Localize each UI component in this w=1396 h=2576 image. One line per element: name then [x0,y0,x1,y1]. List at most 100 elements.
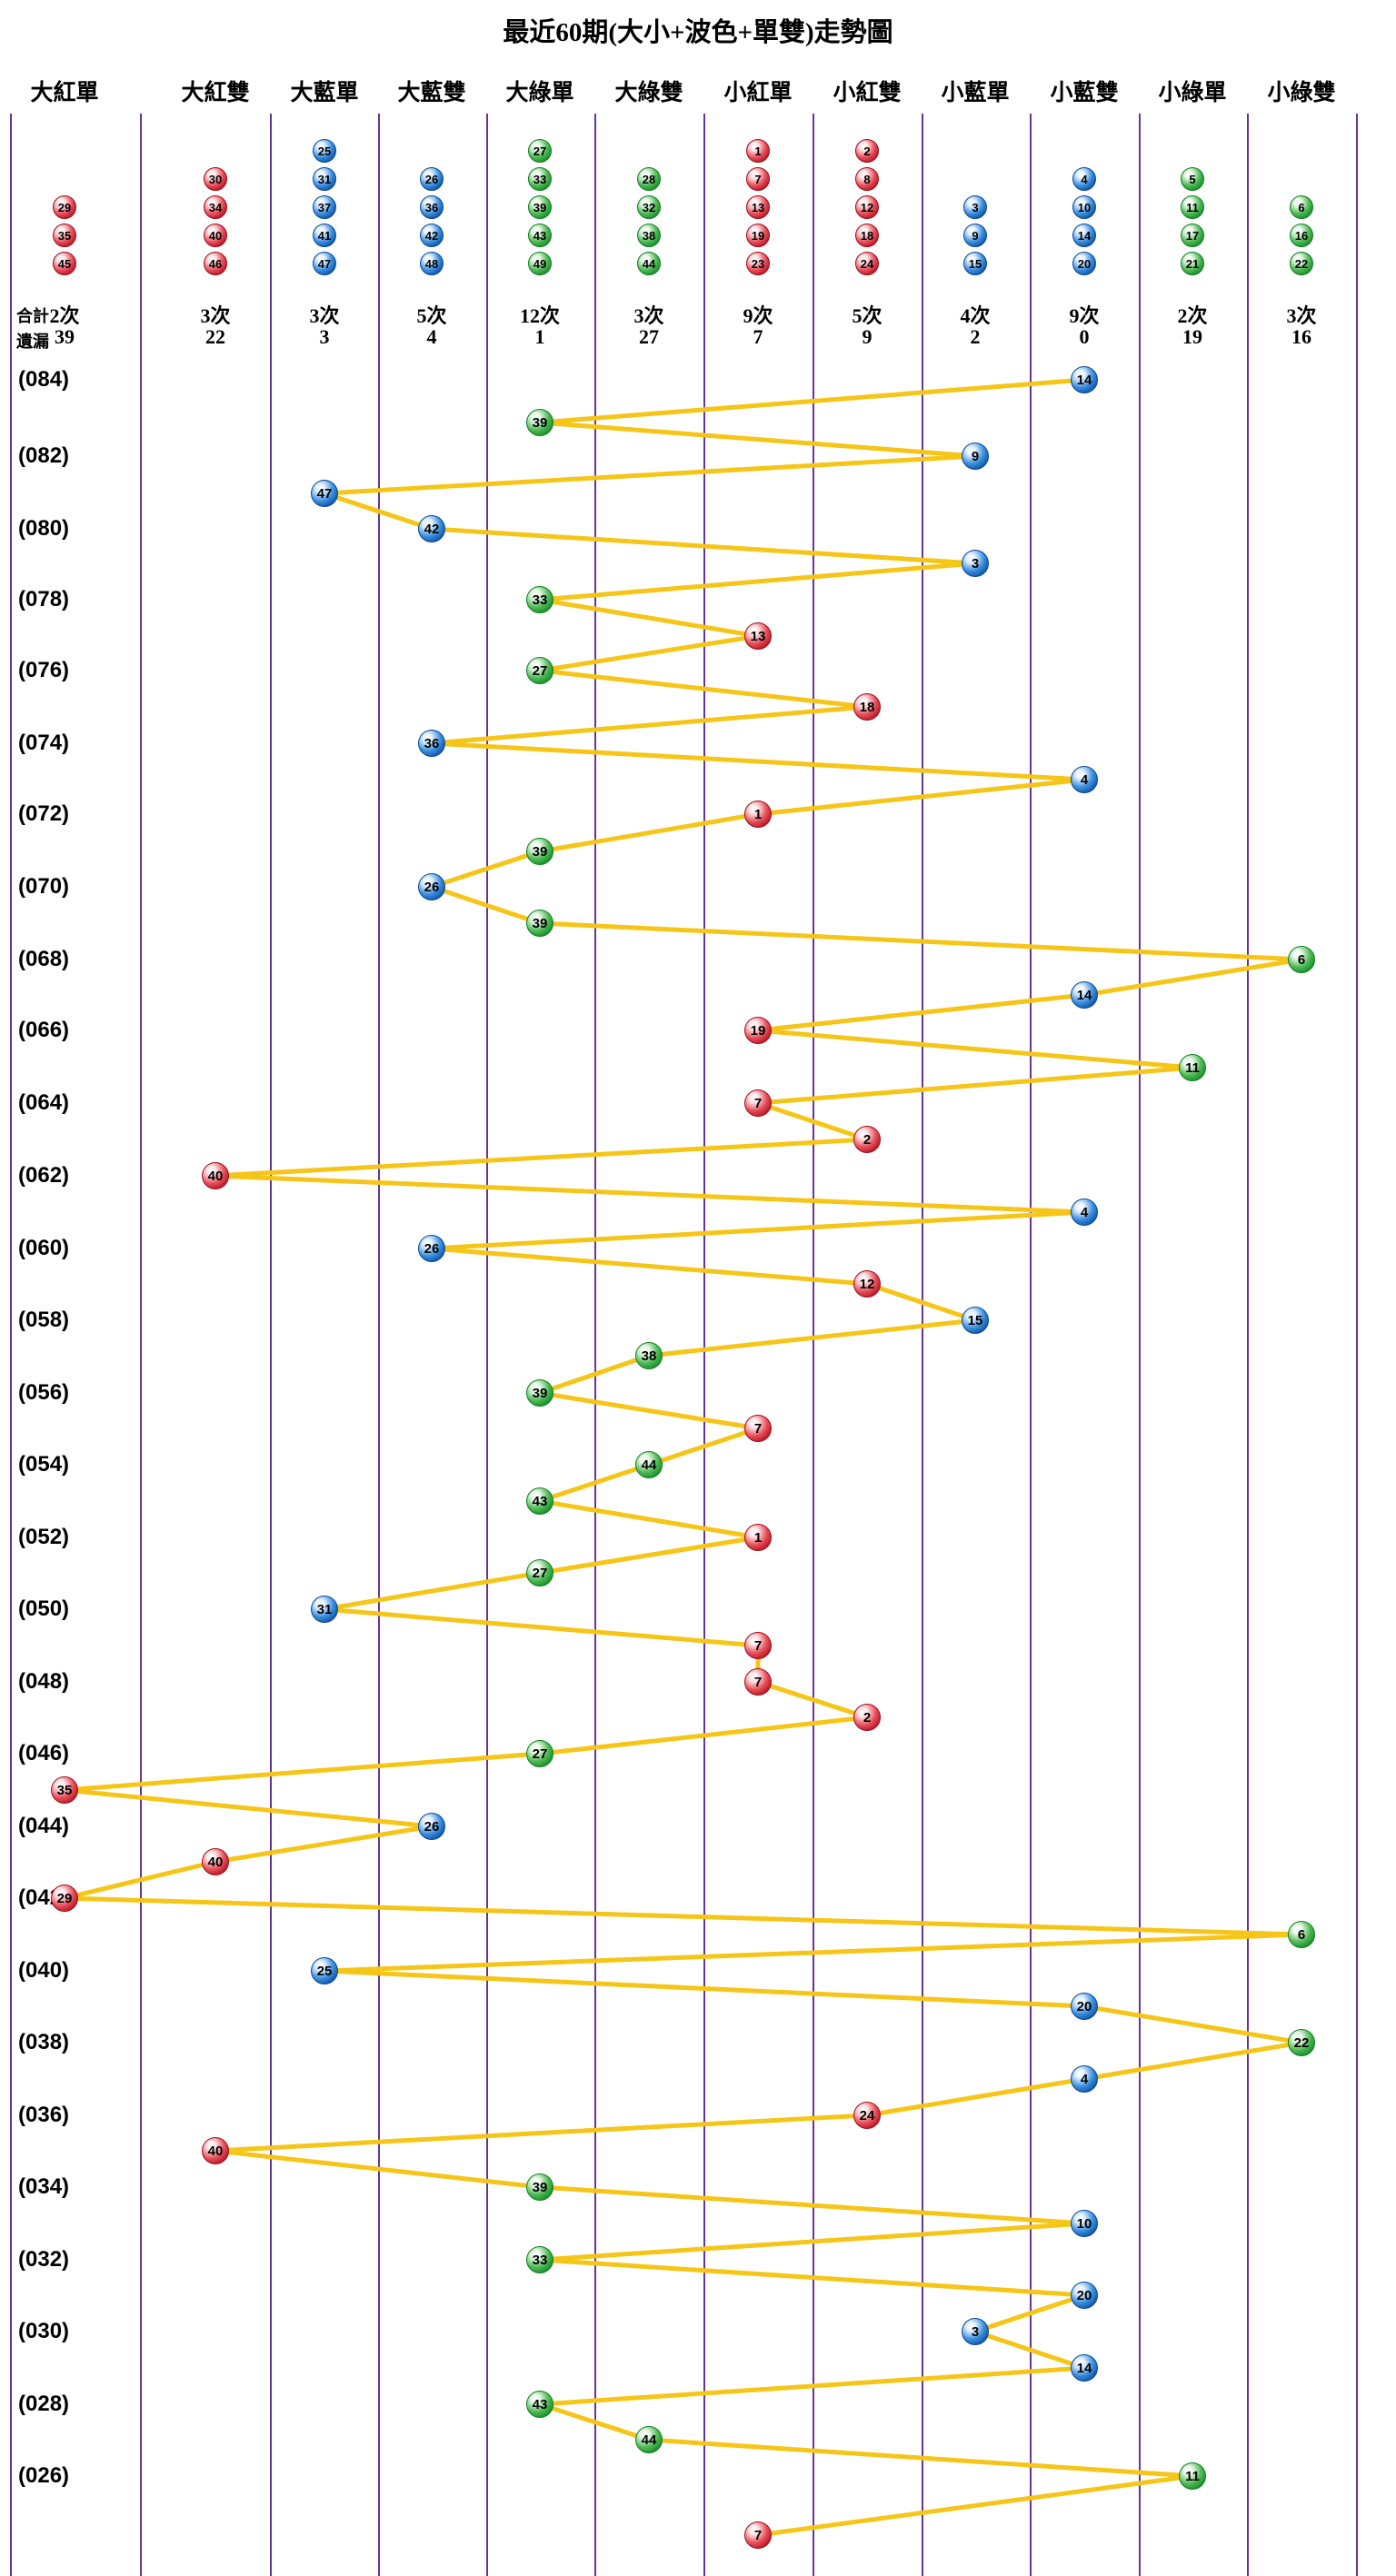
legend-ball[interactable]: 40 [204,224,227,247]
legend-ball[interactable]: 7 [746,167,770,191]
column-header-1[interactable]: 大紅雙 [181,81,250,105]
draw-ball[interactable]: 47 [311,480,338,507]
legend-ball[interactable]: 15 [963,252,987,275]
draw-ball[interactable]: 44 [635,1451,663,1478]
draw-ball[interactable]: 7 [744,1415,772,1442]
draw-ball[interactable]: 7 [744,1632,772,1659]
legend-ball[interactable]: 36 [420,195,444,219]
draw-ball[interactable]: 12 [853,1270,881,1298]
period-label[interactable]: (050) [18,1596,70,1621]
draw-ball[interactable]: 1 [744,1524,772,1551]
period-label[interactable]: (044) [18,1814,70,1838]
draw-ball[interactable]: 40 [202,1162,229,1189]
draw-ball[interactable]: 40 [202,1848,229,1875]
draw-ball[interactable]: 9 [962,443,989,470]
draw-ball[interactable]: 39 [526,409,553,436]
period-label[interactable]: (062) [18,1163,70,1188]
draw-ball[interactable]: 13 [744,622,772,650]
legend-ball[interactable]: 4 [1072,167,1096,191]
draw-ball[interactable]: 4 [1071,766,1098,793]
draw-ball[interactable]: 19 [744,1017,772,1044]
draw-ball[interactable]: 26 [418,873,445,900]
legend-ball[interactable]: 24 [855,252,879,275]
draw-ball[interactable]: 22 [1288,2029,1315,2056]
draw-ball[interactable]: 3 [962,2318,989,2345]
legend-ball[interactable]: 47 [313,252,336,275]
legend-ball[interactable]: 27 [528,139,552,163]
draw-ball[interactable]: 7 [744,1668,772,1696]
draw-ball[interactable]: 44 [635,2426,663,2453]
draw-ball[interactable]: 27 [526,657,553,684]
column-header-5[interactable]: 大綠雙 [614,81,683,105]
legend-ball[interactable]: 19 [746,224,770,247]
draw-ball[interactable]: 2 [853,1126,881,1153]
period-label[interactable]: (046) [18,1741,70,1765]
column-header-8[interactable]: 小藍單 [941,81,1010,105]
draw-ball[interactable]: 4 [1071,1198,1098,1226]
draw-ball[interactable]: 3 [962,550,989,577]
legend-ball[interactable]: 17 [1181,224,1204,247]
draw-ball[interactable]: 43 [526,2391,553,2418]
column-header-2[interactable]: 大藍單 [290,81,359,105]
column-header-3[interactable]: 大藍雙 [397,81,466,105]
period-label[interactable]: (032) [18,2247,70,2272]
period-label[interactable]: (052) [18,1525,70,1549]
draw-ball[interactable]: 39 [526,2173,553,2201]
legend-ball[interactable]: 48 [420,252,444,275]
column-header-9[interactable]: 小藍雙 [1050,81,1119,105]
period-label[interactable]: (084) [18,367,70,392]
draw-ball[interactable]: 36 [418,730,445,757]
legend-ball[interactable]: 49 [528,252,552,275]
period-label[interactable]: (030) [18,2319,70,2343]
draw-ball[interactable]: 7 [744,2521,772,2549]
draw-ball[interactable]: 15 [962,1307,989,1334]
draw-ball[interactable]: 6 [1288,1921,1315,1948]
legend-ball[interactable]: 29 [53,195,76,219]
draw-ball[interactable]: 26 [418,1235,445,1262]
legend-ball[interactable]: 1 [746,139,770,163]
period-label[interactable]: (076) [18,658,70,682]
legend-ball[interactable]: 30 [204,167,227,191]
draw-ball[interactable]: 24 [853,2102,881,2129]
draw-ball[interactable]: 39 [526,838,553,865]
legend-ball[interactable]: 46 [204,252,227,275]
draw-ball[interactable]: 27 [526,1740,553,1767]
legend-ball[interactable]: 37 [313,195,336,219]
draw-ball[interactable]: 31 [311,1596,338,1623]
period-label[interactable]: (038) [18,2030,70,2054]
legend-ball[interactable]: 12 [855,195,879,219]
legend-ball[interactable]: 6 [1290,195,1313,219]
period-label[interactable]: (074) [18,731,70,755]
legend-ball[interactable]: 33 [528,167,552,191]
draw-ball[interactable]: 7 [744,1089,772,1117]
legend-ball[interactable]: 35 [53,224,76,247]
legend-ball[interactable]: 44 [637,252,661,275]
legend-ball[interactable]: 31 [313,167,336,191]
legend-ball[interactable]: 38 [637,224,661,247]
draw-ball[interactable]: 14 [1071,2354,1098,2382]
legend-ball[interactable]: 26 [420,167,444,191]
legend-ball[interactable]: 9 [963,224,987,247]
draw-ball[interactable]: 29 [51,1885,78,1912]
legend-ball[interactable]: 34 [204,195,227,219]
legend-ball[interactable]: 32 [637,195,661,219]
draw-ball[interactable]: 39 [526,1379,553,1407]
legend-ball[interactable]: 28 [637,167,661,191]
draw-ball[interactable]: 18 [853,693,881,721]
legend-ball[interactable]: 11 [1181,195,1204,219]
draw-ball[interactable]: 42 [418,515,445,542]
legend-ball[interactable]: 22 [1290,252,1313,275]
period-label[interactable]: (058) [18,1308,70,1332]
period-label[interactable]: (082) [18,443,70,468]
draw-ball[interactable]: 11 [1179,2462,1206,2490]
period-label[interactable]: (028) [18,2392,70,2416]
legend-ball[interactable]: 23 [746,252,770,275]
period-label[interactable]: (072) [18,801,70,826]
draw-ball[interactable]: 10 [1071,2210,1098,2237]
draw-ball[interactable]: 27 [526,1559,553,1586]
legend-ball[interactable]: 14 [1072,224,1096,247]
draw-ball[interactable]: 39 [526,910,553,937]
period-label[interactable]: (078) [18,587,70,612]
legend-ball[interactable]: 43 [528,224,552,247]
legend-ball[interactable]: 5 [1181,167,1204,191]
